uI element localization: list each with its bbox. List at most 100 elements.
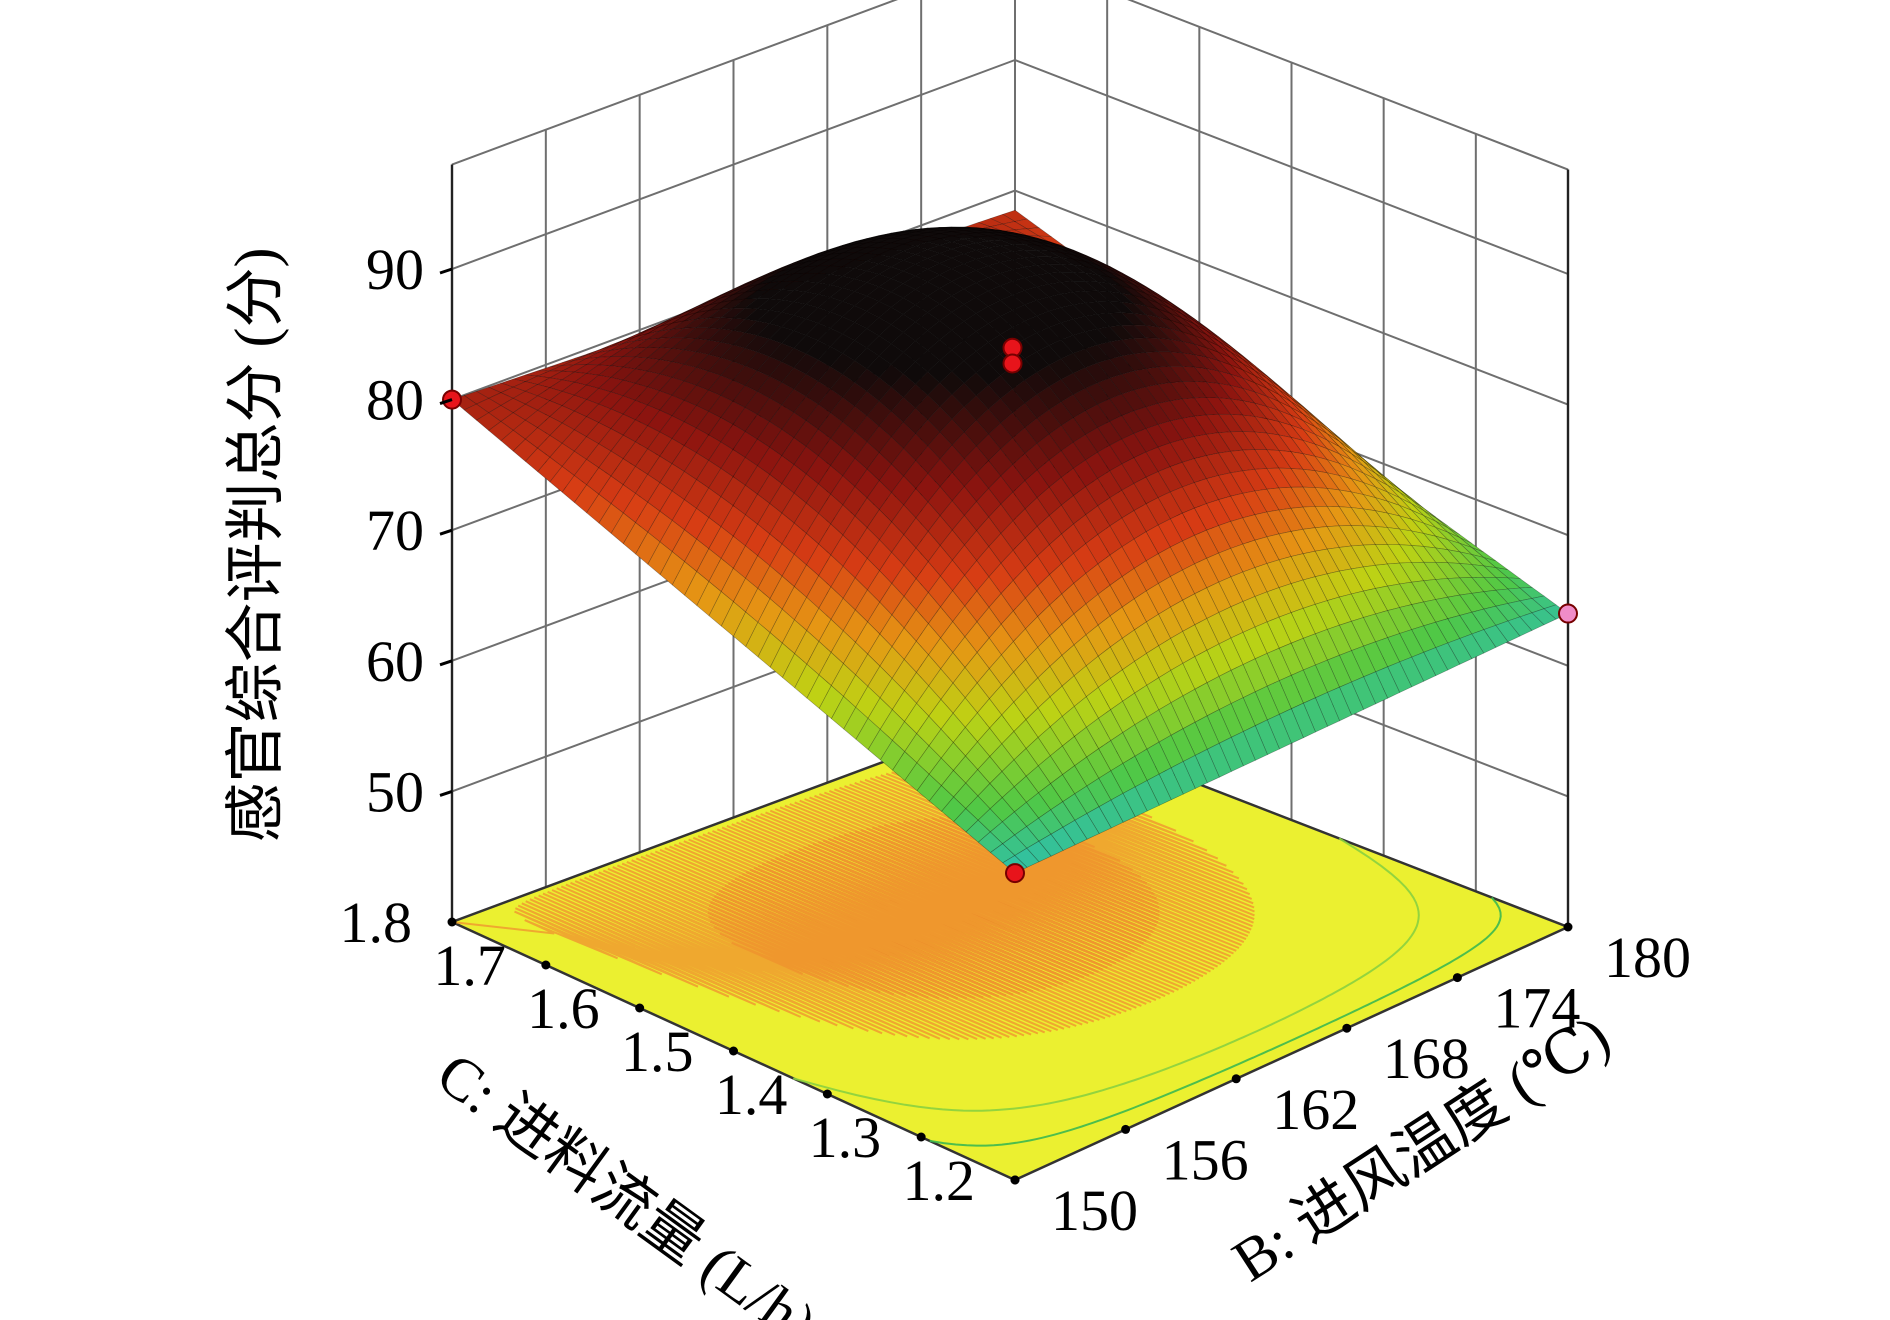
z-tick-mark [439,528,453,536]
surface-cell [1423,510,1448,528]
b-tick-label: 174 [1493,976,1580,1041]
floor-contour-line [451,758,1255,1041]
c-tick-mark [822,1089,832,1099]
surface-cell [1242,539,1268,568]
surface-cell [720,601,746,637]
c-tick-label: 1.6 [527,976,600,1041]
c-tick-label: 1.4 [715,1062,788,1127]
surface-cell [719,298,747,310]
b-tick-mark [1231,1074,1241,1084]
z-tick-mark [439,267,453,275]
b-tick-mark [1121,1124,1131,1134]
surface-cell [1000,520,1026,551]
c-tick-mark [729,1046,738,1056]
c-tick-mark [447,917,457,927]
surface-cell [756,289,783,300]
surface-cell [463,403,490,421]
z-tick-mark [439,398,453,406]
z-tick-label: 60 [366,629,424,694]
surface-cell [1194,682,1220,717]
surface-cell [1411,625,1437,653]
surface-cell [1350,566,1376,592]
b-tick-label: 168 [1383,1026,1470,1091]
surface-cell [1110,700,1136,734]
surface-cell [1471,629,1497,654]
axis-ticks: 50 60 70 80 90 1.2 1.3 1.4 1.5 1.6 1.7 1.8 150 156 162… [340,237,1692,1243]
surface-cell [903,239,929,247]
surface-cell [1157,337,1183,354]
surface-cell [865,254,892,264]
surface-cell [1326,439,1352,460]
b-tick-mark [1010,1175,1020,1185]
c-tick-mark [635,1003,645,1013]
c-tick-label: 1.2 [903,1148,976,1213]
surface-cell [951,230,977,235]
surface-cell [1230,731,1256,767]
surface-cell [647,455,673,484]
surface-cell [1085,451,1111,479]
design-point [1558,603,1578,624]
surface-cell [854,238,880,245]
surface-cell [1327,427,1352,449]
surface-cell [793,318,819,336]
surface-cell [574,352,599,361]
c-tick-label: 1.8 [340,890,413,955]
surface-cell [1399,581,1425,605]
surface-cell [597,356,625,367]
surface-cell [670,318,697,330]
surface-cell [1362,481,1389,502]
surface-cell [1242,363,1268,383]
b-tick-label: 180 [1604,925,1691,990]
surface-cell [1157,365,1183,383]
c-tick-label: 1.7 [433,933,506,998]
surface-cell [1375,666,1401,699]
wall-top-edge [1127,0,1569,171]
surface-cell [1109,266,1135,281]
response-surface [451,209,1569,874]
surface-cell [1411,580,1437,603]
surface-cell [488,421,514,442]
surface-cell [1315,692,1340,727]
surface-cell [1036,245,1062,253]
surface-cell [1326,459,1352,480]
surface-cell [1013,801,1040,827]
surface-cell [537,435,563,458]
surface-cell [1194,328,1219,347]
surface-cell [952,226,977,229]
c-tick-label: 1.3 [809,1105,882,1170]
floor-contour-line [792,837,1420,1112]
surface-cell [1181,331,1207,349]
surface-cell [1096,290,1123,303]
surface-cell [915,227,941,230]
surface-cell [1109,266,1135,280]
b-tick-label: 162 [1272,1077,1359,1142]
surface-cell [1266,388,1292,408]
surface-cell [1193,503,1220,531]
z-tick-label: 90 [366,237,424,302]
surface-cell [1242,369,1268,389]
wall-top-edge [451,0,899,166]
z-tick-label: 50 [366,759,424,824]
surface-cell [610,334,636,346]
surface-cell [1145,293,1171,309]
surface-cell [1217,450,1244,474]
surface-cell [1012,379,1038,404]
surface-cell [941,796,967,823]
surface-cell [1326,624,1352,656]
surface-cell [1386,512,1413,532]
surface-cell [1242,725,1268,761]
surface-cell [1024,244,1050,252]
surface-cell [1025,585,1050,618]
surface-cell [1218,337,1243,357]
surface-cell [1399,629,1425,658]
floor-contour-line [929,896,1502,1147]
surface-cell [1290,669,1316,704]
surface-cell [488,392,514,406]
surface-cell [977,218,1004,228]
surface-cell [536,370,564,379]
surface-cell [1096,358,1123,379]
surface-cell [1109,276,1134,290]
surface-cell [1303,697,1328,733]
surface-cell [1145,351,1171,368]
